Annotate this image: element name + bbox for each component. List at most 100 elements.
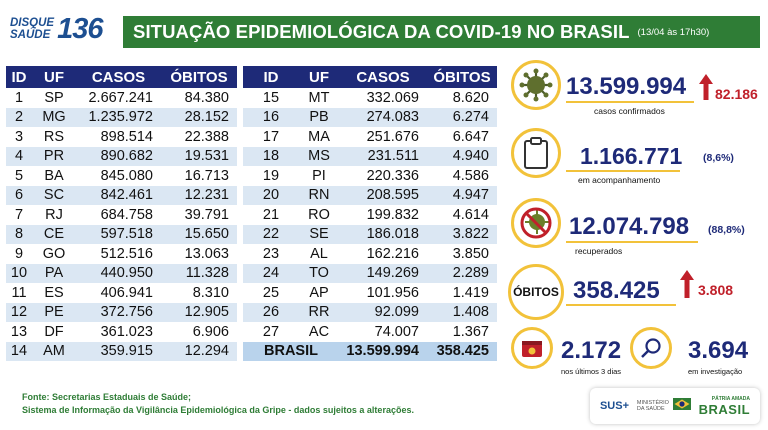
cell-id: 8 [6, 224, 32, 244]
col-header-uf: UF [299, 66, 339, 88]
cell-casos: 359.915 [76, 341, 161, 361]
deaths-badge: ÓBITOS [508, 264, 564, 320]
cell-obitos: 6.647 [427, 127, 497, 147]
recovered-underline [566, 241, 698, 243]
col-header-obitos: ÓBITOS [161, 66, 237, 88]
cell-uf: DF [32, 322, 76, 342]
cell-uf: AC [299, 322, 339, 342]
cell-casos: 208.595 [339, 185, 427, 205]
table-row: 27 AC 74.007 1.367 [243, 322, 497, 342]
cell-id: 9 [6, 244, 32, 264]
table-body-left: 1 SP 2.667.241 84.380 2 MG 1.235.972 28.152 3 RS 8… [6, 88, 237, 361]
cell-uf: SP [32, 88, 76, 108]
cell-casos: 92.099 [339, 302, 427, 322]
cell-obitos: 2.289 [427, 263, 497, 283]
cell-casos: 440.950 [76, 263, 161, 283]
table-row: 4 PR 890.682 19.531 [6, 146, 237, 166]
cell-id: 27 [243, 322, 299, 342]
cell-obitos: 19.531 [161, 146, 237, 166]
clipboard-icon [511, 128, 561, 178]
cell-obitos: 3.850 [427, 244, 497, 264]
cell-casos: 74.007 [339, 322, 427, 342]
cell-casos: 1.235.972 [76, 107, 161, 127]
cell-id: 14 [6, 341, 32, 361]
table-row: 1 SP 2.667.241 84.380 [6, 88, 237, 108]
monitoring-label: em acompanhamento [578, 175, 661, 185]
table-row: 21 RO 199.832 4.614 [243, 205, 497, 225]
cell-uf: AM [32, 341, 76, 361]
col-header-id: ID [6, 66, 32, 88]
cell-id: 26 [243, 302, 299, 322]
cell-id: 10 [6, 263, 32, 283]
deaths-increase-arrow-icon [680, 270, 694, 303]
cell-obitos: 39.791 [161, 205, 237, 225]
brand-logos: SUS+ MINISTÉRIO DA SAÚDE PÁTRIA AMADA BR… [590, 388, 760, 424]
magnifier-icon [630, 327, 672, 369]
table-row: 6 SC 842.461 12.231 [6, 185, 237, 205]
total-obitos: 358.425 [427, 341, 497, 361]
table-row: 11 ES 406.941 8.310 [6, 283, 237, 303]
logo-bottom-text: SAÚDE [10, 29, 51, 41]
cell-obitos: 4.940 [427, 146, 497, 166]
col-header-obitos: ÓBITOS [427, 66, 497, 88]
monitoring-value: 1.166.771 [580, 143, 683, 169]
deaths-underline [566, 304, 676, 306]
table-row: 14 AM 359.915 12.294 [6, 341, 237, 361]
cell-casos: 890.682 [76, 146, 161, 166]
cell-uf: CE [32, 224, 76, 244]
cell-id: 5 [6, 166, 32, 186]
cell-uf: RJ [32, 205, 76, 225]
col-header-casos: CASOS [339, 66, 427, 88]
table-row: 17 MA 251.676 6.647 [243, 127, 497, 147]
cell-uf: AL [299, 244, 339, 264]
cell-uf: PE [32, 302, 76, 322]
footer-source-line2: Sistema de Informação da Vigilância Epid… [22, 405, 414, 415]
table-row: 8 CE 597.518 15.650 [6, 224, 237, 244]
recovered-label: recuperados [575, 246, 623, 256]
deaths-badge-label: ÓBITOS [513, 285, 559, 299]
confirmed-label: casos confirmados [594, 106, 665, 116]
title-bar: SITUAÇÃO EPIDEMIOLÓGICA DA COVID-19 NO B… [123, 16, 760, 48]
table-row: 26 RR 92.099 1.408 [243, 302, 497, 322]
cell-id: 23 [243, 244, 299, 264]
cell-id: 16 [243, 107, 299, 127]
deaths-increase: 3.808 [698, 282, 734, 298]
cell-uf: SC [32, 185, 76, 205]
states-table-right: ID UF CASOS ÓBITOS 15 MT 332.069 8.620 16 PB 2… [243, 66, 497, 361]
cell-casos: 842.461 [76, 185, 161, 205]
cell-uf: GO [32, 244, 76, 264]
cell-id: 24 [243, 263, 299, 283]
cell-casos: 406.941 [76, 283, 161, 303]
table-row: 18 MS 231.511 4.940 [243, 146, 497, 166]
cell-obitos: 11.328 [161, 263, 237, 283]
monitoring-underline [566, 170, 680, 172]
table-body-right: 15 MT 332.069 8.620 16 PB 274.083 6.274 17 MA 251.… [243, 88, 497, 361]
cell-casos: 2.667.241 [76, 88, 161, 108]
col-header-id: ID [243, 66, 299, 88]
cell-obitos: 1.367 [427, 322, 497, 342]
monitoring-percent: (8,6%) [703, 152, 734, 164]
cell-id: 12 [6, 302, 32, 322]
cell-obitos: 12.231 [161, 185, 237, 205]
cell-id: 15 [243, 88, 299, 108]
table-row: 23 AL 162.216 3.850 [243, 244, 497, 264]
cell-obitos: 8.620 [427, 88, 497, 108]
brazil-flag-icon [672, 397, 691, 415]
cell-uf: PA [32, 263, 76, 283]
cell-casos: 332.069 [339, 88, 427, 108]
cell-uf: SE [299, 224, 339, 244]
cell-uf: MS [299, 146, 339, 166]
cell-uf: MA [299, 127, 339, 147]
table-header-row: ID UF CASOS ÓBITOS [243, 66, 497, 88]
total-label: BRASIL [243, 341, 339, 361]
total-row: BRASIL 13.599.994 358.425 [243, 341, 497, 361]
table-row: 19 PI 220.336 4.586 [243, 166, 497, 186]
cell-casos: 162.216 [339, 244, 427, 264]
table-row: 9 GO 512.516 13.063 [6, 244, 237, 264]
logo-top-text: DISQUE [10, 17, 55, 29]
disque-saude-logo: DISQUE SAÚDE 136 [10, 12, 110, 46]
cell-casos: 186.018 [339, 224, 427, 244]
cell-uf: RN [299, 185, 339, 205]
table-row: 22 SE 186.018 3.822 [243, 224, 497, 244]
virus-icon [511, 60, 561, 110]
